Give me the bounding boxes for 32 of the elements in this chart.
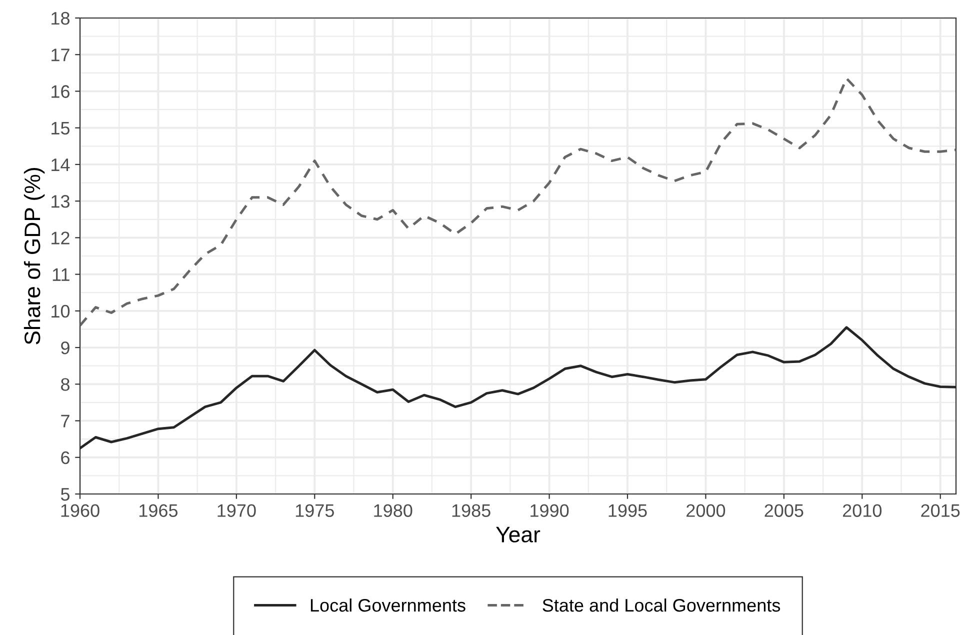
x-axis-title: Year: [496, 526, 540, 542]
x-tick-label: 1995: [608, 504, 647, 517]
y-tick-label: 9: [61, 341, 70, 354]
y-tick-label: 7: [61, 414, 70, 428]
x-tick-label: 1985: [452, 504, 490, 517]
x-tick-label: 1990: [530, 504, 569, 517]
y-axis-title: Share of GDP (%): [24, 168, 45, 344]
y-tick-label: 13: [52, 195, 70, 208]
y-tick-label: 14: [52, 158, 70, 172]
y-tick-label: 6: [61, 451, 70, 464]
legend-label: Local Governments: [310, 598, 466, 612]
x-tick-label: 1970: [218, 504, 256, 517]
x-tick-label: 2010: [842, 504, 882, 517]
line-series: [80, 77, 956, 327]
legend-label: State and Local Governments: [542, 598, 780, 612]
y-tick-label: 8: [61, 378, 70, 391]
y-tick-label: 5: [60, 488, 70, 501]
x-tick-label: 1965: [140, 504, 178, 517]
y-tick-label: 16: [52, 85, 70, 98]
y-tick-label: 11: [52, 268, 70, 281]
x-tick-label: 2015: [921, 504, 960, 517]
y-tick-label: 18: [52, 12, 70, 25]
y-tick-label: 17: [52, 48, 70, 62]
y-tick-label: 12: [52, 232, 70, 244]
line-series: [80, 326, 956, 450]
x-tick-label: 1960: [61, 504, 100, 517]
x-tick-label: 1980: [374, 504, 412, 517]
x-tick-label: 1975: [296, 504, 334, 517]
x-tick-label: 2000: [686, 504, 726, 517]
x-tick-label: 2005: [764, 504, 804, 517]
y-tick-label: 10: [52, 304, 70, 318]
y-tick-label: 15: [52, 122, 70, 135]
